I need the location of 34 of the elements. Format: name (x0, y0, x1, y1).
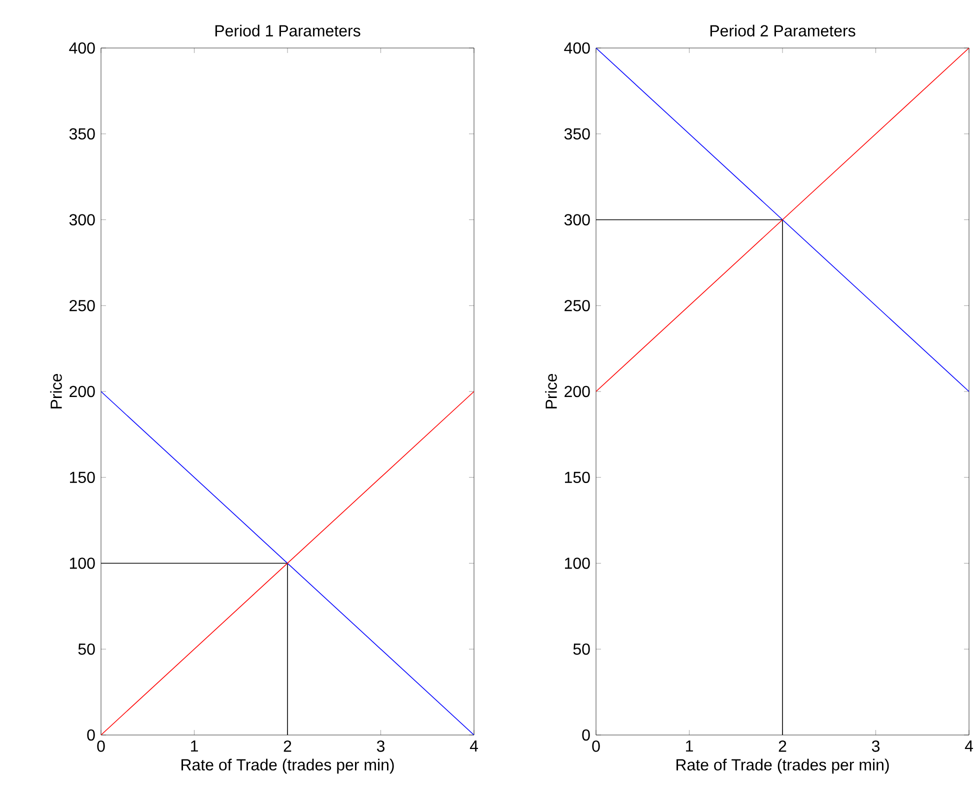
x-tick-label: 0 (592, 740, 600, 752)
chart-title: Period 1 Parameters (215, 24, 360, 36)
x-tick-label: 4 (470, 740, 478, 752)
y-tick-label: 300 (69, 214, 95, 226)
x-axis-title: Rate of Trade (trades per min) (676, 758, 889, 774)
x-axis-title: Rate of Trade (trades per min) (182, 758, 394, 774)
y-tick-label: 100 (565, 558, 590, 569)
y-tick-label: 200 (564, 386, 590, 398)
y-tick-label: 350 (564, 128, 590, 140)
y-tick-label: 50 (573, 643, 590, 655)
x-tick-label: 2 (284, 740, 292, 752)
x-tick-label: 4 (964, 740, 973, 752)
x-tick-label: 3 (376, 740, 385, 752)
x-tick-label: 2 (778, 740, 786, 752)
y-tick-label: 200 (70, 386, 95, 398)
y-axis-title: Price (50, 374, 62, 408)
y-tick-label: 250 (70, 300, 95, 312)
x-tick-label: 1 (191, 740, 198, 752)
y-tick-label: 150 (70, 472, 95, 484)
y-tick-label: 300 (564, 214, 590, 226)
chart-title: Period 2 Parameters (710, 24, 856, 36)
y-tick-label: 350 (69, 128, 95, 140)
y-tick-label: 400 (564, 42, 590, 54)
y-tick-label: 250 (564, 300, 590, 312)
x-tick-label: 1 (686, 740, 693, 752)
x-tick-label: 3 (872, 740, 880, 752)
y-tick-label: 50 (78, 643, 95, 655)
y-tick-label: 0 (87, 729, 95, 741)
x-tick-label: 0 (97, 740, 105, 752)
y-tick-label: 0 (582, 729, 590, 741)
y-axis-title: Price (545, 374, 557, 408)
y-tick-label: 400 (69, 42, 95, 54)
y-tick-label: 100 (70, 558, 95, 569)
y-tick-label: 150 (565, 472, 590, 484)
